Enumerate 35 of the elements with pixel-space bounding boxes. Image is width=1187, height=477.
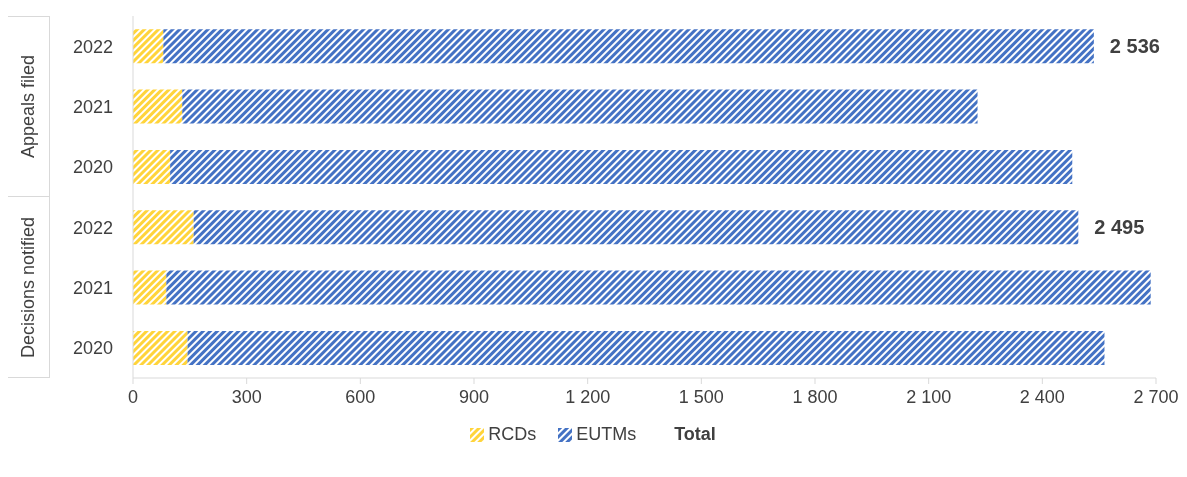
y-tick-label: 2020 [72,157,113,178]
total-label: 2 536 [1109,35,1160,58]
x-tick-label: 1 500 [678,386,724,407]
bar [166,270,1151,305]
legend-label: EUTMs [575,424,637,445]
x-tick-label: 1 200 [565,386,611,407]
y-tick-label: 2020 [72,338,113,359]
x-tick-label: 600 [345,386,376,407]
y-tick-label: 2022 [72,36,113,57]
y-tick-label: 2021 [72,277,113,298]
bar [133,89,183,124]
bar [133,210,194,245]
legend-title: Total [674,424,716,445]
y-tick-label: 2022 [72,217,113,238]
bar [133,270,167,305]
x-tick-label: 300 [231,386,262,407]
group-label-box: Appeals filed [8,16,50,197]
x-tick-label: 900 [458,386,490,407]
bar [193,210,1079,245]
bar [187,330,1105,365]
bar [133,29,164,64]
bar [163,29,1094,64]
total-label: 2 495 [1094,216,1145,239]
x-tick-label: 2 400 [1019,386,1065,407]
y-tick-label: 2021 [72,96,113,117]
bar [133,330,188,365]
bar [182,89,978,124]
group-label-box: Decisions notified [8,197,50,378]
bar [170,149,1073,184]
bar [133,149,171,184]
x-tick-label: 0 [127,386,139,407]
x-tick-label: 1 800 [792,386,838,407]
legend-label: RCDs [487,424,537,445]
x-tick-label: 2 700 [1133,386,1179,407]
x-tick-label: 2 100 [906,386,952,407]
